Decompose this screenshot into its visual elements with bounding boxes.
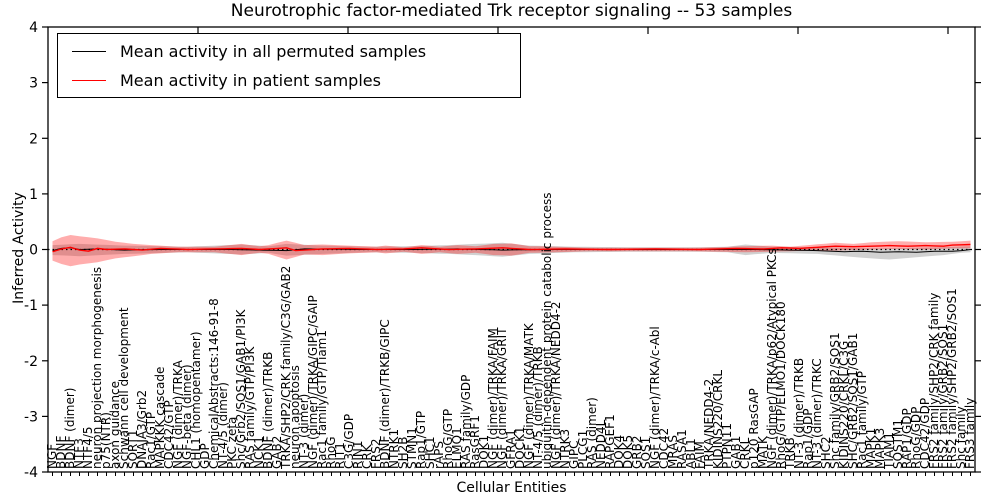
y-tick-label: 0 — [29, 243, 38, 259]
legend-line-patient-icon — [72, 80, 106, 81]
legend-label-patient: Mean activity in patient samples — [120, 71, 381, 90]
legend-entry-patient: Mean activity in patient samples — [58, 66, 520, 95]
y-tick-label: -3 — [24, 409, 38, 425]
permuted-band — [52, 242, 971, 260]
y-tick-label: 1 — [29, 187, 38, 203]
legend-label-permuted: Mean activity in all permuted samples — [120, 42, 427, 61]
legend-entry-permuted: Mean activity in all permuted samples — [58, 37, 520, 66]
y-tick-label: -1 — [24, 298, 38, 314]
legend-box: Mean activity in all permuted samples Me… — [57, 33, 521, 98]
y-tick-label: -2 — [24, 354, 38, 370]
legend-line-permuted-icon — [72, 51, 106, 52]
y-tick-label: -4 — [24, 465, 38, 481]
x-tick-label: FRS3 family — [962, 397, 977, 469]
mean-activity-in-patient-samples — [52, 243, 971, 253]
patient-band — [52, 235, 971, 267]
y-tick-label: 4 — [29, 20, 38, 36]
x-axis-label: Cellular Entities — [456, 480, 567, 496]
chart-title: Neurotrophic factor-mediated Trk recepto… — [230, 1, 793, 21]
y-tick-label: 2 — [29, 131, 38, 147]
y-tick-label: 3 — [29, 76, 38, 92]
